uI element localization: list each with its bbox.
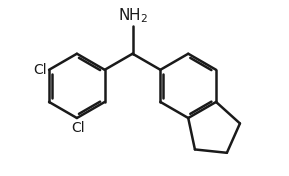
Text: Cl: Cl — [33, 63, 47, 77]
Text: NH$_2$: NH$_2$ — [118, 6, 148, 25]
Text: Cl: Cl — [72, 121, 85, 135]
